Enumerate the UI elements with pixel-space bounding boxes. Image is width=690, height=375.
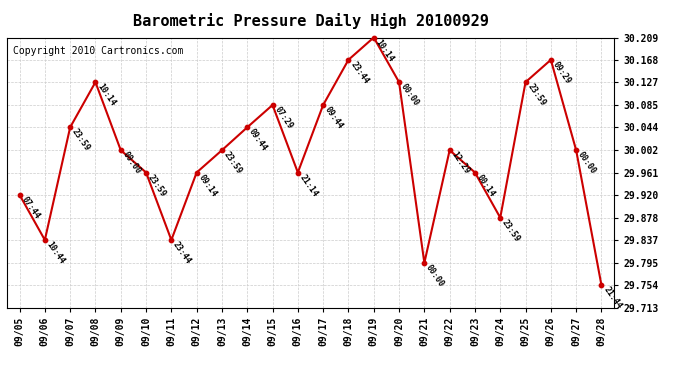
Text: 23:59: 23:59 [146,172,168,198]
Point [115,147,126,153]
Text: 00:00: 00:00 [576,150,598,176]
Text: Copyright 2010 Cartronics.com: Copyright 2010 Cartronics.com [13,46,184,56]
Text: 23:59: 23:59 [526,82,547,108]
Text: 00:00: 00:00 [121,150,142,176]
Point [65,124,76,130]
Text: 09:14: 09:14 [197,172,218,198]
Text: 23:59: 23:59 [70,128,92,153]
Text: 00:14: 00:14 [475,172,497,198]
Text: 10:14: 10:14 [374,38,395,63]
Point [596,282,607,288]
Point [393,79,404,85]
Text: 00:00: 00:00 [424,263,446,288]
Text: 23:44: 23:44 [171,240,193,266]
Text: 21:14: 21:14 [298,172,319,198]
Point [241,124,253,130]
Point [191,170,202,176]
Text: 23:44: 23:44 [348,60,370,86]
Point [520,79,531,85]
Text: 21:44: 21:44 [602,285,623,311]
Text: 09:44: 09:44 [247,128,269,153]
Text: 09:29: 09:29 [551,60,573,86]
Text: 23:59: 23:59 [500,217,522,243]
Point [267,102,278,108]
Point [166,237,177,243]
Text: 09:44: 09:44 [323,105,345,130]
Text: 00:00: 00:00 [399,82,421,108]
Point [217,147,228,153]
Point [545,57,556,63]
Text: 07:44: 07:44 [19,195,41,220]
Point [141,170,152,176]
Point [495,214,506,220]
Text: 10:14: 10:14 [95,82,117,108]
Point [571,147,582,153]
Point [293,170,304,176]
Point [469,170,480,176]
Point [343,57,354,63]
Point [39,237,50,243]
Point [317,102,328,108]
Point [90,79,101,85]
Text: Barometric Pressure Daily High 20100929: Barometric Pressure Daily High 20100929 [132,13,489,29]
Text: 10:44: 10:44 [45,240,66,266]
Point [368,34,380,40]
Point [14,192,25,198]
Point [444,147,455,153]
Text: 12:29: 12:29 [450,150,471,176]
Text: 07:29: 07:29 [273,105,294,130]
Point [419,260,430,266]
Text: 23:59: 23:59 [222,150,244,176]
